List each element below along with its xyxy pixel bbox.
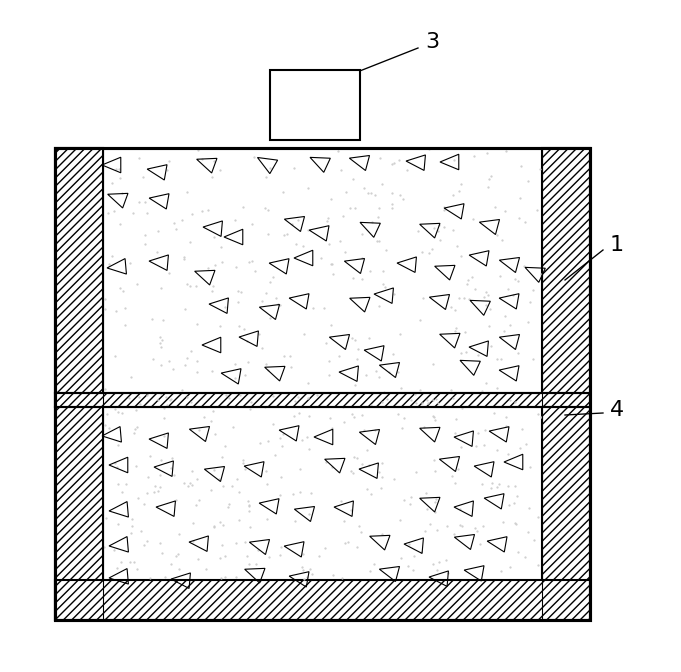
- Bar: [55, 148, 590, 620]
- Text: 3: 3: [425, 32, 439, 52]
- Bar: [55, 393, 590, 407]
- Text: 4: 4: [610, 400, 624, 420]
- Bar: [103, 393, 542, 580]
- Bar: [55, 148, 590, 620]
- Bar: [55, 148, 103, 620]
- Bar: [103, 148, 542, 407]
- Text: 1: 1: [610, 235, 624, 255]
- Bar: [55, 580, 590, 620]
- Bar: [542, 148, 590, 620]
- Bar: [270, 70, 360, 140]
